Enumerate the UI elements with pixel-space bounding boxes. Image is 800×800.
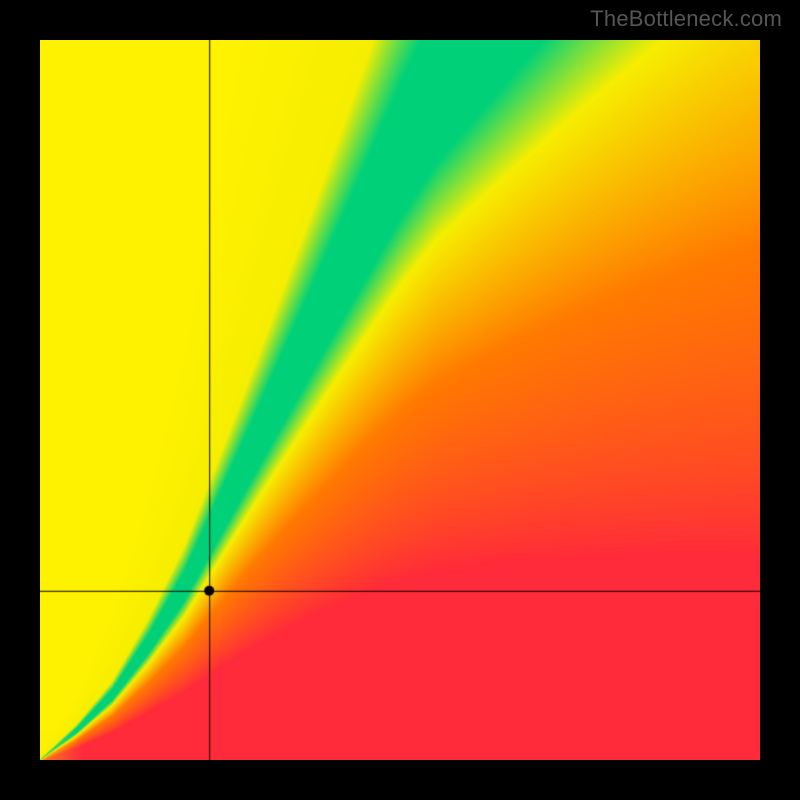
chart-frame: TheBottleneck.com [0, 0, 800, 800]
watermark-text: TheBottleneck.com [590, 6, 782, 32]
bottleneck-heatmap [40, 40, 760, 760]
